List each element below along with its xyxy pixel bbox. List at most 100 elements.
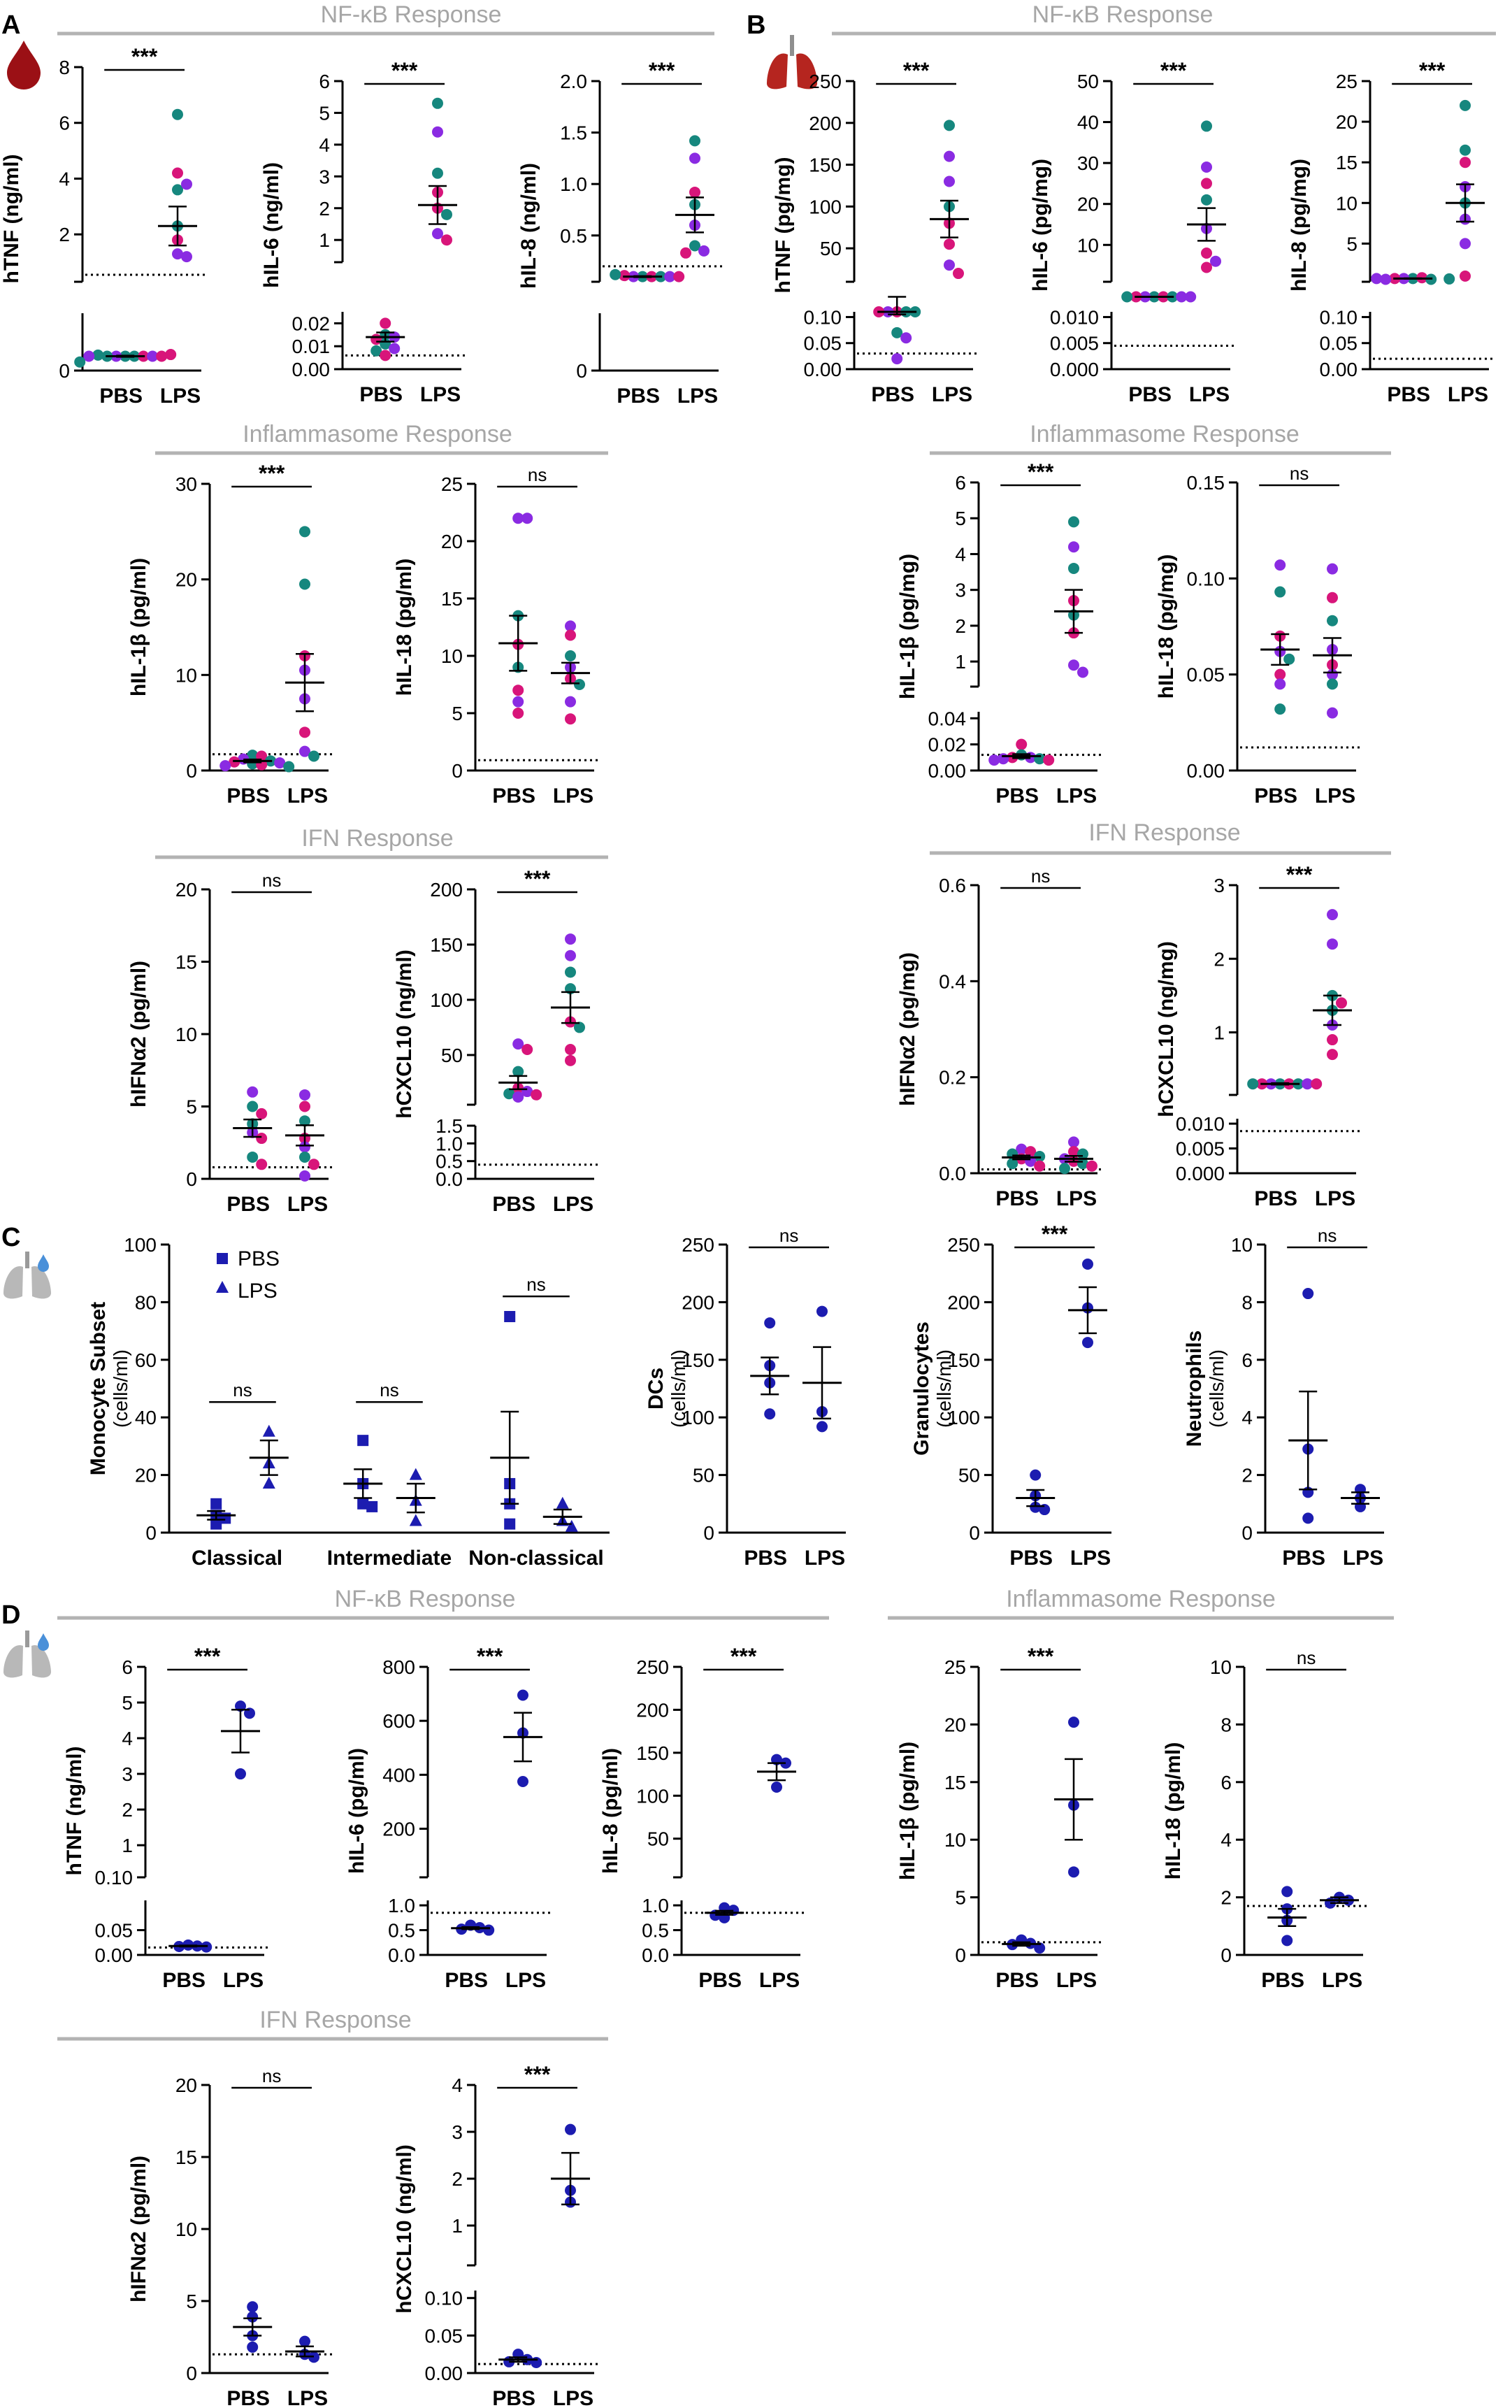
data-point bbox=[299, 745, 310, 757]
data-point bbox=[900, 332, 912, 344]
y-axis-label: hTNF (ng/ml) bbox=[63, 1747, 86, 1876]
x-category-label: PBS bbox=[99, 385, 143, 408]
data-point-square bbox=[210, 1498, 222, 1510]
y-tick-label: 0.05 bbox=[804, 333, 842, 354]
x-category-label: LPS bbox=[1056, 1187, 1097, 1210]
panel-label-c: C bbox=[1, 1223, 20, 1252]
y-tick-label: 1.0 bbox=[642, 1895, 669, 1916]
data-point bbox=[432, 126, 443, 138]
data-point bbox=[1327, 707, 1338, 719]
y-tick-label: 15 bbox=[175, 952, 197, 973]
x-category-label: PBS bbox=[226, 784, 270, 808]
y-tick-label: 150 bbox=[947, 1349, 980, 1371]
data-point bbox=[1201, 162, 1212, 173]
y-tick-label: 80 bbox=[135, 1291, 157, 1313]
panel-label-a: A bbox=[1, 10, 20, 40]
data-point bbox=[689, 135, 700, 147]
y-tick-label: 1 bbox=[1214, 1022, 1225, 1044]
data-point bbox=[1068, 1866, 1079, 1878]
section-header-a-ifn: IFN Response bbox=[155, 825, 608, 859]
y-tick-label: 100 bbox=[809, 196, 842, 217]
y-tick-label: 1.0 bbox=[388, 1895, 415, 1916]
y-tick-label: 0 bbox=[1221, 1944, 1232, 1966]
y-tick-label: 1 bbox=[452, 2215, 463, 2237]
data-point bbox=[274, 757, 286, 769]
y-axis-label: DCs bbox=[645, 1368, 668, 1410]
y-tick-label: 10 bbox=[1336, 192, 1358, 214]
data-point bbox=[1302, 1288, 1314, 1300]
significance-label: *** bbox=[1028, 459, 1054, 485]
y-tick-label: 2 bbox=[955, 615, 966, 637]
y-tick-label: 0.000 bbox=[1176, 1163, 1225, 1184]
chart-d1: 1 2 3 4 5 6 0.000.05 0.10 hTNF (ng/ml) *** PBS LPS bbox=[63, 1644, 271, 1992]
y-tick-label: 8 bbox=[59, 57, 70, 78]
y-tick-label: 40 bbox=[1077, 112, 1099, 134]
data-point bbox=[512, 708, 524, 719]
data-point bbox=[565, 1044, 576, 1056]
data-point bbox=[944, 150, 955, 162]
data-point bbox=[299, 1115, 310, 1127]
y-tick-label: 5 bbox=[452, 703, 463, 724]
x-category-label: PBS bbox=[995, 784, 1039, 808]
data-point bbox=[816, 1305, 828, 1317]
data-point bbox=[1201, 178, 1212, 189]
y-tick-label: 250 bbox=[809, 71, 842, 92]
y-tick-label: 6 bbox=[319, 71, 330, 92]
y-axis-label: hIL-1β (pg/mg) bbox=[896, 554, 919, 699]
data-point bbox=[512, 1091, 524, 1103]
data-point bbox=[247, 750, 259, 761]
data-point bbox=[172, 167, 183, 179]
section-title: NF-κB Response bbox=[335, 1586, 516, 1612]
y-tick-label: 20 bbox=[175, 569, 197, 591]
data-point bbox=[156, 350, 168, 362]
y-tick-label: 1.5 bbox=[435, 1115, 463, 1137]
section-title: NF-κB Response bbox=[321, 1, 502, 28]
x-category-label: PBS bbox=[1261, 1969, 1304, 1992]
data-point bbox=[380, 350, 391, 361]
y-tick-label: 0.00 bbox=[1187, 760, 1225, 782]
y-tick-label: 0.05 bbox=[1187, 664, 1225, 686]
data-point bbox=[1274, 586, 1286, 598]
data-point bbox=[1201, 248, 1212, 259]
section-title: IFN Response bbox=[259, 2007, 411, 2033]
x-category-label: PBS bbox=[1009, 1547, 1053, 1570]
data-point bbox=[517, 1689, 528, 1701]
data-point bbox=[1371, 273, 1383, 285]
y-axis-label-units: (cells/ml) bbox=[668, 1349, 689, 1428]
y-tick-label: 800 bbox=[382, 1656, 415, 1678]
y-tick-label: 0.5 bbox=[642, 1920, 669, 1942]
data-point bbox=[512, 513, 524, 524]
data-point bbox=[680, 247, 691, 259]
y-tick-label: 50 bbox=[647, 1828, 669, 1850]
y-tick-label: 0.00 bbox=[804, 359, 842, 380]
significance-label: *** bbox=[391, 58, 418, 83]
data-point bbox=[181, 178, 192, 190]
chart-a5: 0 5 10 15 20 25 hIL-18 (pg/ml) ns PBS LPS bbox=[393, 464, 601, 808]
data-point bbox=[1283, 653, 1295, 665]
y-axis-label: hCXCL10 (ng/ml) bbox=[393, 949, 416, 1119]
y-axis-label: hIL-6 (pg/mg) bbox=[1029, 159, 1052, 292]
data-point bbox=[1327, 563, 1338, 575]
data-point bbox=[299, 1089, 310, 1101]
chart-a4: 0 10 20 30 hIL-1β (pg/ml) *** PBS LPS bbox=[127, 461, 336, 808]
data-point bbox=[1327, 678, 1338, 690]
y-axis-label-units: (cells/ml) bbox=[110, 1349, 131, 1428]
chart-b5: 0.00 0.05 0.10 0.15 hIL-18 (pg/mg) ns PBS LPS bbox=[1155, 463, 1363, 808]
data-point bbox=[1185, 291, 1197, 303]
y-axis-label: hIFNα2 (pg/ml) bbox=[127, 961, 150, 1108]
panel-label-b: B bbox=[747, 10, 765, 40]
y-axis-label-units: (cells/ml) bbox=[1206, 1349, 1227, 1428]
x-category-label: PBS bbox=[1254, 784, 1297, 808]
data-point bbox=[1210, 255, 1221, 267]
data-point bbox=[247, 2341, 259, 2353]
y-tick-label: 0 bbox=[59, 360, 70, 382]
y-tick-label: 6 bbox=[59, 113, 70, 134]
x-category-label: LPS bbox=[1315, 784, 1355, 808]
data-point bbox=[1327, 909, 1338, 921]
significance-label: ns bbox=[779, 1225, 798, 1246]
x-category-label: LPS bbox=[287, 1193, 328, 1216]
y-tick-label: 0.05 bbox=[95, 1920, 134, 1942]
y-axis-label: hIL-8 (pg/ml) bbox=[599, 1748, 622, 1874]
y-tick-label: 40 bbox=[135, 1407, 157, 1428]
